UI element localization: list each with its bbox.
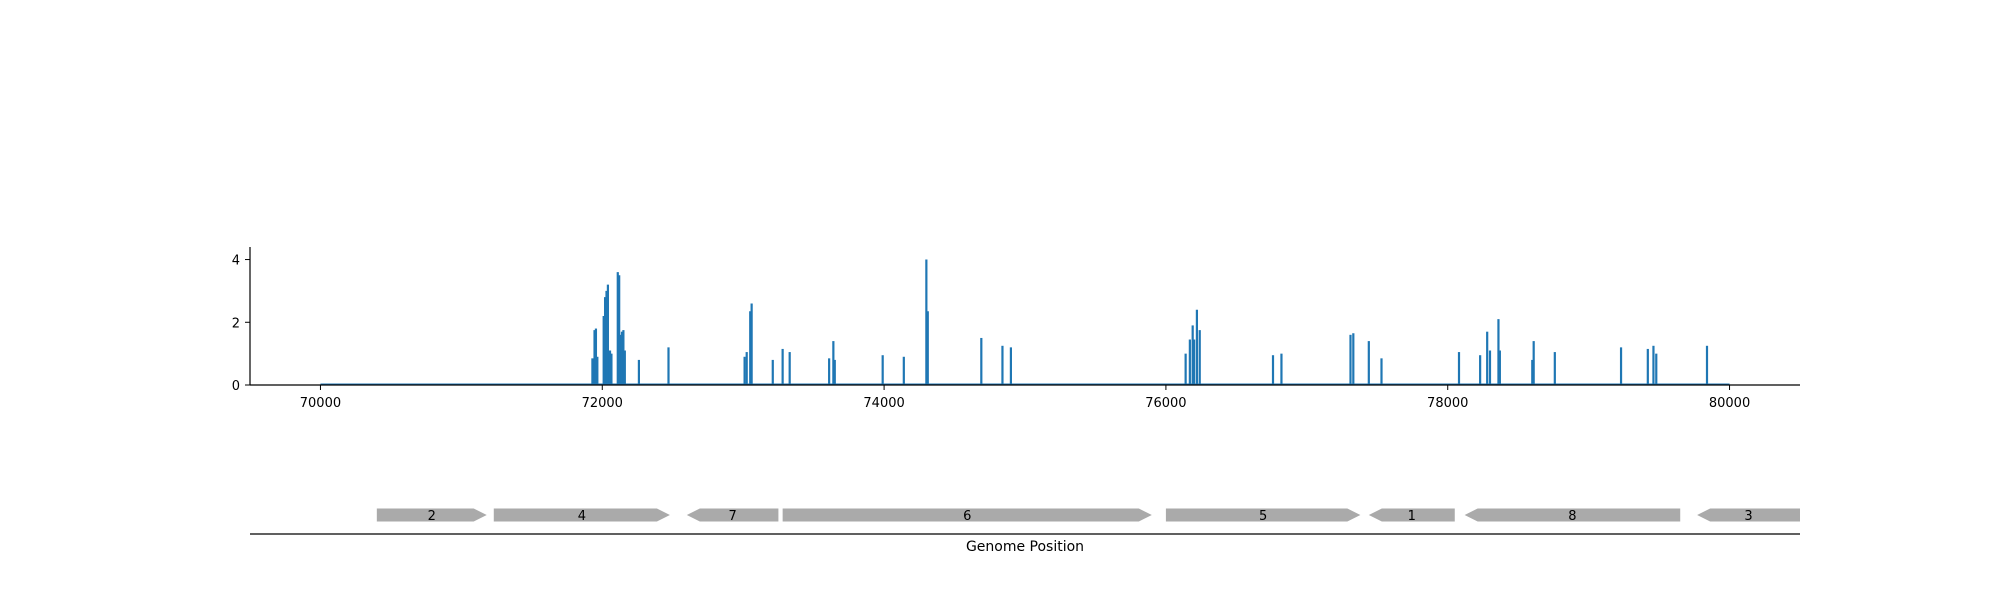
gene-label: 2: [428, 509, 436, 524]
x-tick-label: 80000: [1709, 396, 1750, 411]
gene-label: 5: [1259, 509, 1267, 524]
gene-arrow: [1165, 508, 1361, 522]
gene-label: 7: [728, 509, 736, 524]
y-axis-ticks: 0 2 4: [232, 254, 250, 394]
x-tick-label: 72000: [582, 396, 623, 411]
gene-arrow: [1697, 508, 1800, 522]
gene-arrow: [1368, 508, 1455, 522]
coverage-bars: [591, 259, 1709, 385]
x-axis-ticks: 70000 72000 74000 76000 78000 80000: [300, 385, 1750, 411]
gene-arrow: [782, 508, 1152, 522]
gene-label: 8: [1568, 509, 1576, 524]
gene-arrow: [1464, 508, 1681, 522]
x-tick-label: 76000: [1145, 396, 1186, 411]
gene-label: 6: [963, 509, 971, 524]
x-axis-title: Genome Position: [966, 539, 1084, 555]
gene-label: 3: [1744, 509, 1752, 524]
gene-label: 4: [578, 509, 586, 524]
gene-label: 1: [1408, 509, 1416, 524]
x-tick-label: 74000: [863, 396, 904, 411]
y-tick-label: 2: [232, 316, 240, 331]
x-tick-label: 70000: [300, 396, 341, 411]
gene-arrow: [376, 508, 487, 522]
gene-arrow: [686, 508, 779, 522]
y-tick-label: 4: [232, 254, 240, 269]
y-tick-label: 0: [232, 379, 240, 394]
gene-arrow: [493, 508, 670, 522]
x-tick-label: 78000: [1427, 396, 1468, 411]
gene-track: 2 4 7 6 5 1 8 3: [376, 508, 1800, 524]
